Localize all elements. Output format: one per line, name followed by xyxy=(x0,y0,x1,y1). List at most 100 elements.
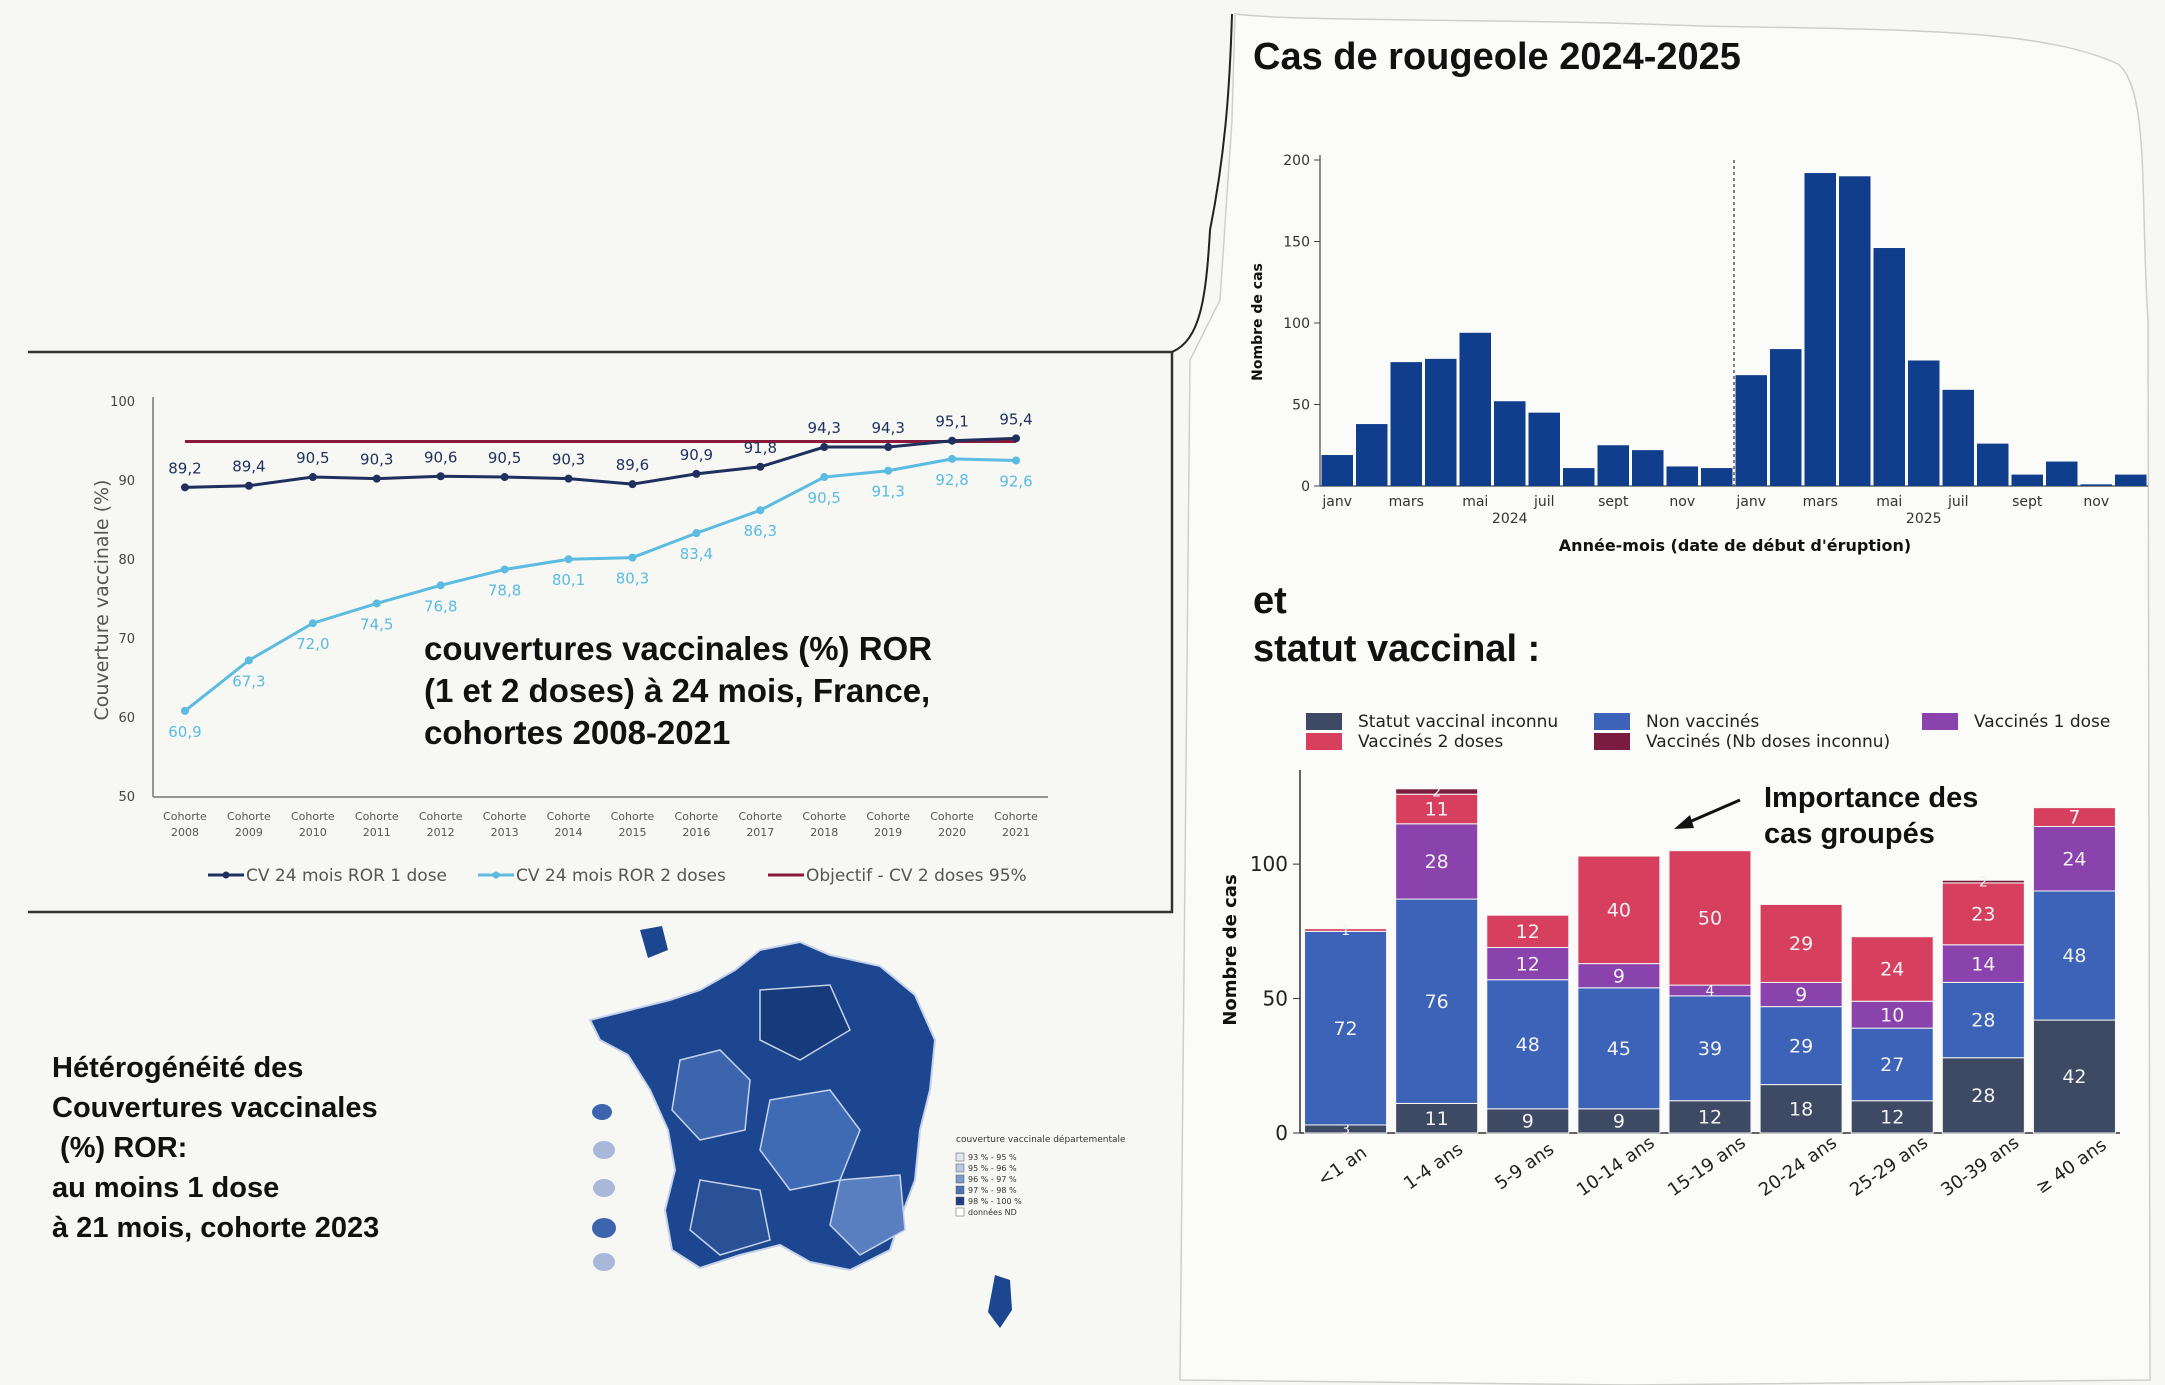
bar xyxy=(1356,424,1388,486)
data-point xyxy=(436,472,445,481)
segment-label: 9 xyxy=(1613,965,1625,987)
segment-label: 12 xyxy=(1516,921,1540,943)
map-caption-line-5: à 21 mois, cohorte 2023 xyxy=(52,1212,380,1244)
data-label: 90,6 xyxy=(424,448,457,466)
stacked-bar-segment xyxy=(1486,1108,1570,1134)
data-label: 78,8 xyxy=(488,581,521,599)
data-point xyxy=(756,506,765,515)
segment-label: 1 xyxy=(1341,923,1350,939)
data-label: 80,3 xyxy=(616,570,649,588)
segment-label: 14 xyxy=(1971,953,1995,975)
bar xyxy=(1666,466,1698,486)
x-tick-label: janv xyxy=(1321,494,1352,510)
age-chart-title-line-2: statut vaccinal : xyxy=(1253,628,1541,670)
stacked-bar-segment xyxy=(1850,936,1934,1002)
y-tick-label: 200 xyxy=(1283,153,1310,169)
stacked-bar-segment xyxy=(1941,1057,2025,1134)
x-tick-label-line-2: 2015 xyxy=(618,826,646,839)
data-point xyxy=(884,443,893,452)
bar xyxy=(1425,358,1457,486)
stacked-bar-segment xyxy=(1850,1000,1934,1029)
segment-label: 23 xyxy=(1971,904,1995,926)
y-tick-label: 150 xyxy=(1283,235,1310,251)
monthly-chart-title: Cas de rougeole 2024-2025 xyxy=(1253,36,1741,78)
x-tick-label-line-1: Cohorte xyxy=(994,810,1038,823)
legend-marker xyxy=(492,871,500,879)
bar xyxy=(1321,455,1353,486)
year-label: 2024 xyxy=(1492,511,1528,527)
y-tick-label: 50 xyxy=(1263,987,1288,1011)
data-point xyxy=(884,466,893,475)
torn-edge xyxy=(1171,13,1233,353)
stacked-bar-segment xyxy=(1577,987,1661,1110)
left-panel-outline xyxy=(28,350,1174,914)
legend-label: Non vaccinés xyxy=(1646,712,1759,732)
stacked-bar-segment xyxy=(1850,1027,1934,1102)
data-point xyxy=(1012,434,1021,443)
x-tick-label: juil xyxy=(1947,494,1969,510)
segment-label: 11 xyxy=(1425,1108,1449,1130)
map-legend-title: couverture vaccinale départementale xyxy=(956,1134,1126,1145)
stacked-bar-segment xyxy=(1304,928,1388,932)
map-overseas-1 xyxy=(640,926,668,958)
france-coverage-map: couverture vaccinale départementale 93 %… xyxy=(588,926,1126,1328)
segment-label: 40 xyxy=(1607,899,1631,921)
x-tick-label-line-2: 2020 xyxy=(938,826,966,839)
stacked-bar-segment xyxy=(1941,879,2025,884)
data-point xyxy=(756,462,765,471)
data-label: 83,4 xyxy=(680,545,713,563)
stacked-bar-segment xyxy=(1395,788,1479,795)
y-tick-label: 100 xyxy=(1283,316,1310,332)
x-tick-label-line-1: Cohorte xyxy=(866,810,910,823)
coverage-line-chart: 50 60 70 80 90 100 Couverture vaccinale (%) Coh… xyxy=(91,395,1048,886)
annotation-line-2: cas groupés xyxy=(1764,818,1935,850)
legend-label: Vaccinés (Nb doses inconnu) xyxy=(1646,732,1890,752)
segment-label: 24 xyxy=(1880,959,1904,981)
segment-label: 9 xyxy=(1522,1111,1534,1133)
segment-label: 42 xyxy=(2062,1066,2086,1088)
data-point xyxy=(244,656,253,665)
segment-label: 45 xyxy=(1607,1038,1631,1060)
data-label: 89,4 xyxy=(232,458,265,476)
data-label: 90,3 xyxy=(360,451,393,469)
data-point xyxy=(308,619,317,628)
data-label: 92,6 xyxy=(999,472,1032,490)
data-point xyxy=(308,473,317,482)
data-point xyxy=(628,480,637,489)
data-label: 74,5 xyxy=(360,615,393,633)
data-label: 90,5 xyxy=(488,449,521,467)
data-point xyxy=(1012,456,1021,465)
map-overseas-4 xyxy=(593,1179,615,1197)
bar xyxy=(1528,412,1560,486)
data-label: 89,6 xyxy=(616,456,649,474)
x-tick-label-line-2: 2011 xyxy=(363,826,391,839)
data-point xyxy=(564,474,573,483)
bar xyxy=(2115,474,2147,486)
stacked-bar-segment xyxy=(1395,823,1479,900)
map-legend-label: 95 % - 96 % xyxy=(968,1164,1017,1173)
map-overseas-2 xyxy=(592,1104,612,1120)
y-tick-label: 50 xyxy=(118,790,135,805)
map-overseas-6 xyxy=(593,1253,615,1271)
legend-marker xyxy=(222,871,230,879)
legend-label: CV 24 mois ROR 1 dose xyxy=(246,866,447,886)
data-label: 90,5 xyxy=(296,449,329,467)
map-legend-label: 96 % - 97 % xyxy=(968,1175,1017,1184)
segment-label: 29 xyxy=(1789,1035,1813,1057)
stacked-bar-segment xyxy=(1759,981,1843,1008)
data-label: 60,9 xyxy=(168,723,201,741)
stacked-bar-segment xyxy=(1304,930,1388,1126)
series-line-2-doses xyxy=(184,457,1017,713)
map-legend-label: 93 % - 95 % xyxy=(968,1153,1017,1162)
segment-label: 39 xyxy=(1698,1038,1722,1060)
legend-swatch xyxy=(1306,733,1342,750)
coverage-caption-line-2: (1 et 2 doses) à 24 mois, France, xyxy=(424,672,931,709)
x-tick-label-line-2: 2021 xyxy=(1002,826,1030,839)
stacked-bar-segment xyxy=(1759,1084,1843,1134)
y-tick-label: 60 xyxy=(118,711,135,726)
segment-label: 29 xyxy=(1789,933,1813,955)
stacked-bar-segment xyxy=(1668,995,1752,1102)
year-label: 2025 xyxy=(1906,511,1942,527)
legend-swatch xyxy=(1922,713,1958,730)
x-tick-label: mai xyxy=(1462,494,1488,510)
